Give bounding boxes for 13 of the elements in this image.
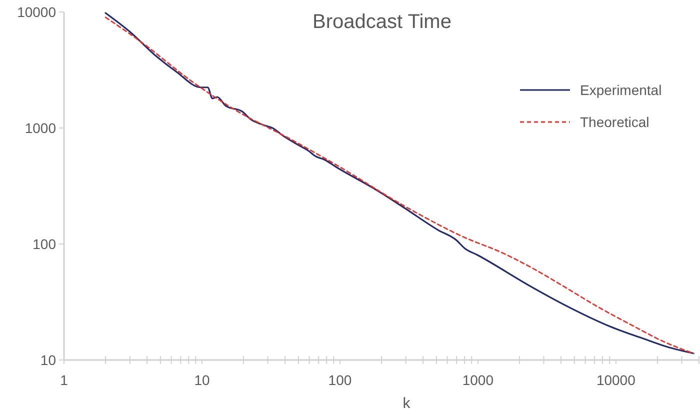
chart-title: Broadcast Time	[312, 11, 452, 33]
x-tick-label: 10	[194, 372, 210, 388]
x-tick-label: 1000	[462, 372, 494, 388]
y-tick-label: 10	[40, 352, 56, 368]
y-tick-label: 1000	[24, 120, 56, 136]
x-tick-label: 1	[60, 372, 68, 388]
x-tick-label: 100	[328, 372, 352, 388]
legend-label: Experimental	[580, 82, 662, 98]
x-axis-title: k	[402, 395, 411, 412]
y-tick-label: 10000	[17, 4, 56, 20]
x-tick-label: 10000	[596, 372, 636, 388]
legend-label: Theoretical	[580, 114, 650, 130]
y-tick-label: 100	[32, 236, 56, 252]
